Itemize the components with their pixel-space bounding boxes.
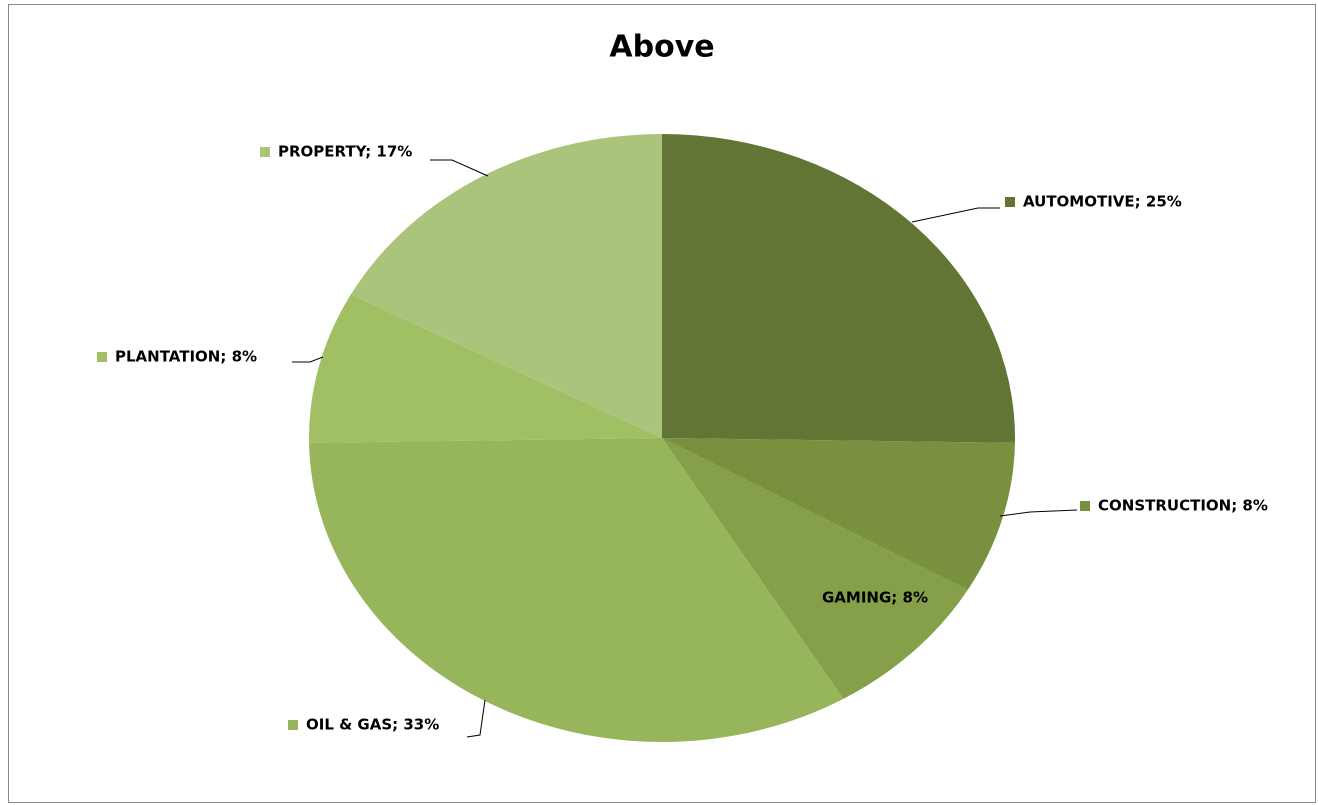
data-label: PROPERTY; 17% (278, 143, 412, 161)
pie-slice (662, 134, 1015, 443)
legend-key (97, 352, 107, 362)
pie-slice (309, 438, 844, 742)
legend-key (1005, 197, 1015, 207)
legend-key (1080, 501, 1090, 511)
pie-slice (350, 134, 662, 438)
legend-key (288, 720, 298, 730)
legend-key (260, 147, 270, 157)
data-label: PLANTATION; 8% (115, 348, 257, 366)
pie-slice (309, 294, 662, 443)
leader-line (466, 699, 486, 738)
chart-title: Above (609, 30, 714, 65)
data-label: CONSTRUCTION; 8% (1098, 497, 1268, 515)
leader-line (430, 159, 489, 177)
data-label: OIL & GAS; 33% (306, 716, 439, 734)
pie-slice (662, 438, 1015, 590)
data-label: AUTOMOTIVE; 25% (1023, 193, 1182, 211)
data-label: GAMING; 8% (822, 589, 928, 607)
pie-slice (662, 438, 968, 699)
leader-line (999, 509, 1078, 517)
leader-line (911, 207, 1000, 223)
leader-line (292, 356, 324, 363)
